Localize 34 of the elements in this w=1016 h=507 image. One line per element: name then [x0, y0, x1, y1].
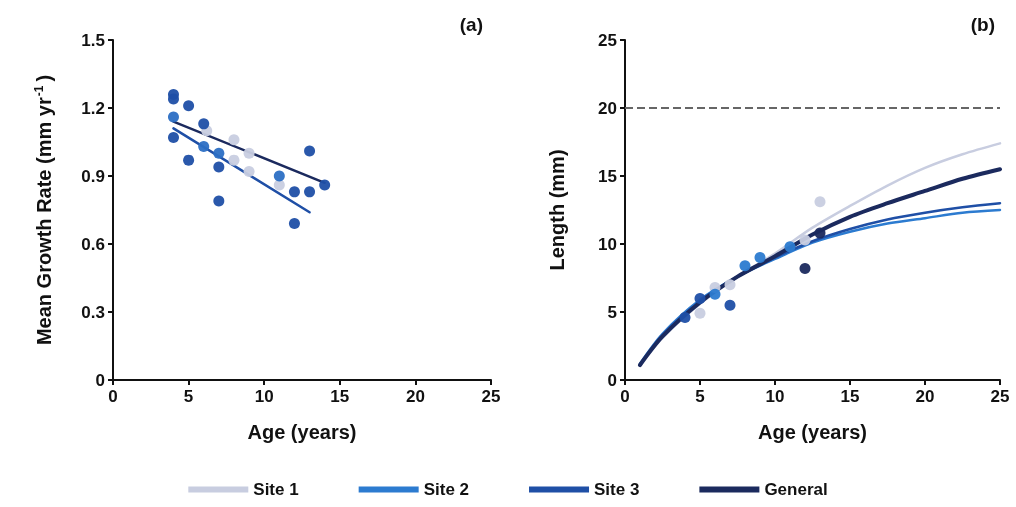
- y-tick-label: 15: [598, 166, 617, 186]
- x-tick-label: 5: [695, 387, 705, 406]
- x-tick-label: 15: [330, 387, 350, 406]
- chart-title: (b): [970, 14, 996, 35]
- x-axis-title: Age (years): [247, 421, 357, 443]
- legend-label: General: [764, 480, 828, 499]
- legend-label: Site 2: [423, 480, 470, 499]
- x-tick-label: 25: [990, 387, 1010, 406]
- y-tick-label: 1.5: [81, 30, 105, 50]
- legend-label: Site 3: [594, 480, 640, 499]
- x-axis-title: Age (years): [758, 421, 867, 443]
- y-tick-label: 20: [598, 98, 617, 118]
- y-tick-label: 0.9: [81, 166, 105, 186]
- x-tick-label: 20: [915, 387, 935, 406]
- y-axis-title: Length (mm): [546, 149, 568, 271]
- y-tick-label: 25: [598, 30, 617, 50]
- legend-label: Site 1: [253, 480, 299, 499]
- x-tick-label: 20: [405, 387, 425, 406]
- chart-title: (a): [459, 14, 484, 35]
- y-tick-label: 0: [95, 370, 105, 390]
- x-tick-label: 0: [620, 387, 630, 406]
- y-tick-label: 1.2: [81, 98, 105, 118]
- y-tick-label: 5: [607, 302, 617, 322]
- x-tick-label: 5: [183, 387, 194, 406]
- x-tick-label: 10: [254, 387, 274, 406]
- y-tick-label: 0.6: [81, 234, 105, 254]
- y-axis-title: Mean Growth Rate (mm yr-1): [32, 74, 55, 346]
- x-tick-label: 10: [765, 387, 785, 406]
- x-tick-label: 25: [481, 387, 501, 406]
- y-tick-label: 0.3: [81, 302, 105, 322]
- y-tick-label: 10: [598, 234, 617, 254]
- x-tick-label: 15: [840, 387, 860, 406]
- y-tick-label: 0: [607, 370, 617, 390]
- x-tick-label: 0: [108, 387, 118, 406]
